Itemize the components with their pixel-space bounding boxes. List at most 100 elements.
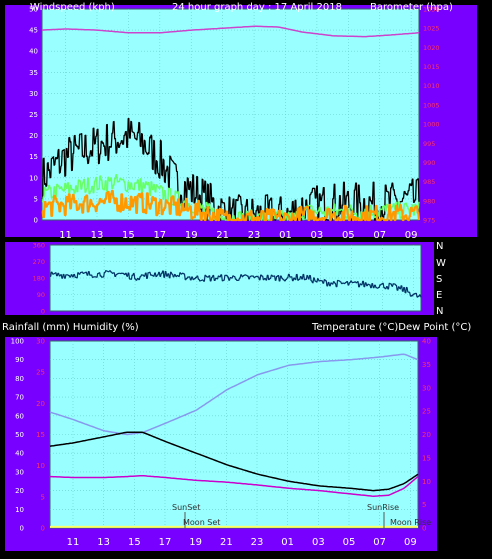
y-tick-label: 20 — [29, 132, 38, 140]
x-tick-label: 03 — [312, 537, 325, 548]
barometer-line — [41, 25, 420, 38]
y-tick-label: 1025 — [423, 25, 440, 33]
x-tick-label: 19 — [189, 537, 202, 548]
windspeed-label: Windspeed (kph) — [30, 2, 115, 13]
y-tick-label: 90 — [15, 356, 24, 364]
graph-title: 24 hour graph day : 17 April 2018 — [172, 2, 342, 13]
y-tick-label: 5 — [34, 195, 38, 203]
y-tick-label: 35 — [422, 361, 431, 369]
y-tick-label: 80 — [15, 375, 24, 383]
y-tick-label: 40 — [422, 338, 431, 346]
y-tick-label: 1030 — [423, 6, 440, 14]
temperature-dewpoint-label: Temperature (°C)Dew Point (°C) — [311, 322, 471, 333]
y-tick-label: 10 — [29, 174, 38, 182]
y-tick-label: 270 — [33, 258, 45, 266]
humidity-line — [49, 353, 419, 436]
x-tick-label: 11 — [59, 230, 72, 241]
y-tick-label: 0 — [34, 217, 38, 225]
wind-direction-line — [50, 270, 422, 298]
x-tick-label: 05 — [343, 537, 356, 548]
y-tick-label: 30 — [36, 338, 45, 346]
y-tick-label: 35 — [29, 69, 38, 77]
y-tick-label: 360 — [33, 242, 45, 250]
y-tick-label: 30 — [15, 468, 24, 476]
y-tick-label: 15 — [422, 454, 431, 462]
x-tick-label: 13 — [91, 230, 104, 241]
y-tick-label: 1000 — [423, 121, 440, 129]
temperature-line — [49, 431, 419, 492]
x-tick-label: 05 — [342, 230, 355, 241]
y-tick-label: 10 — [36, 462, 45, 470]
x-tick-label: 09 — [405, 230, 418, 241]
y-tick-label: 980 — [423, 197, 435, 205]
y-tick-label: 0 — [20, 525, 24, 533]
rainfall-humidity-label: Rainfall (mm) Humidity (%) — [2, 322, 139, 333]
x-tick-label: 21 — [216, 230, 229, 241]
y-tick-label: 10 — [15, 506, 24, 514]
x-tick-label: 07 — [373, 537, 386, 548]
x-tick-label: 15 — [128, 537, 141, 548]
y-tick-label: 40 — [15, 450, 24, 458]
y-tick-label: 995 — [423, 140, 435, 148]
y-tick-label: 0 — [41, 308, 45, 316]
y-tick-label: 1005 — [423, 101, 440, 109]
x-tick-label: 13 — [97, 537, 110, 548]
dir-label-e: E — [436, 290, 442, 301]
y-tick-label: 60 — [15, 412, 24, 420]
y-tick-label: 25 — [36, 369, 45, 377]
dir-label-s: S — [436, 274, 442, 285]
y-tick-label: 5 — [41, 493, 45, 501]
y-tick-label: 100 — [11, 338, 24, 346]
temperature-axis-ticks: 11 13 15 17 19 21 23 01 03 05 07 090102030405060708… — [11, 338, 431, 549]
dir-label-n-top: N — [436, 241, 443, 252]
y-tick-label: 45 — [29, 27, 38, 35]
direction-axis-ticks: 360 270 180 90 0 — [33, 242, 45, 316]
y-tick-label: 50 — [15, 431, 24, 439]
x-tick-label: 03 — [311, 230, 324, 241]
y-tick-label: 985 — [423, 178, 435, 186]
y-tick-label: 25 — [29, 111, 38, 119]
y-tick-label: 20 — [15, 487, 24, 495]
y-tick-label: 15 — [36, 431, 45, 439]
wind-speed-line — [41, 189, 421, 222]
y-tick-label: 0 — [41, 525, 45, 533]
y-tick-label: 180 — [33, 275, 45, 283]
x-tick-label: 17 — [159, 537, 172, 548]
temperature-series — [49, 353, 419, 528]
y-tick-label: 1015 — [423, 63, 440, 71]
sunrise-label: SunRise — [367, 503, 399, 512]
wind-axis-ticks: 11 13 15 17 19 21 23 01 03 05 07 090510152025303540… — [29, 6, 439, 242]
y-tick-label: 0 — [422, 525, 426, 533]
wind-grid — [42, 9, 419, 220]
y-tick-label: 40 — [29, 48, 38, 56]
moonrise-label: Moon Rise — [390, 518, 431, 527]
y-tick-label: 975 — [423, 217, 435, 225]
y-tick-label: 1010 — [423, 82, 440, 90]
y-tick-label: 15 — [29, 153, 38, 161]
x-tick-label: 21 — [220, 537, 233, 548]
wind-series — [41, 25, 421, 222]
y-tick-label: 1020 — [423, 44, 440, 52]
x-tick-label: 17 — [153, 230, 166, 241]
dir-label-n-bottom: N — [436, 306, 443, 317]
y-tick-label: 20 — [422, 431, 431, 439]
x-tick-label: 19 — [185, 230, 198, 241]
y-tick-label: 30 — [29, 90, 38, 98]
y-tick-label: 90 — [37, 291, 45, 299]
dir-label-w: W — [436, 258, 446, 269]
barometer-label: Barometer (hpa) — [370, 2, 453, 13]
x-tick-label: 01 — [279, 230, 292, 241]
moonset-label: Moon Set — [183, 518, 220, 527]
x-tick-label: 23 — [251, 537, 264, 548]
sunset-label: SunSet — [172, 503, 200, 512]
x-tick-label: 23 — [248, 230, 261, 241]
x-tick-label: 15 — [122, 230, 135, 241]
x-tick-label: 07 — [373, 230, 386, 241]
direction-series — [50, 270, 422, 298]
y-tick-label: 25 — [422, 408, 431, 416]
x-tick-label: 01 — [281, 537, 294, 548]
x-tick-label: 09 — [404, 537, 417, 548]
y-tick-label: 10 — [422, 478, 431, 486]
